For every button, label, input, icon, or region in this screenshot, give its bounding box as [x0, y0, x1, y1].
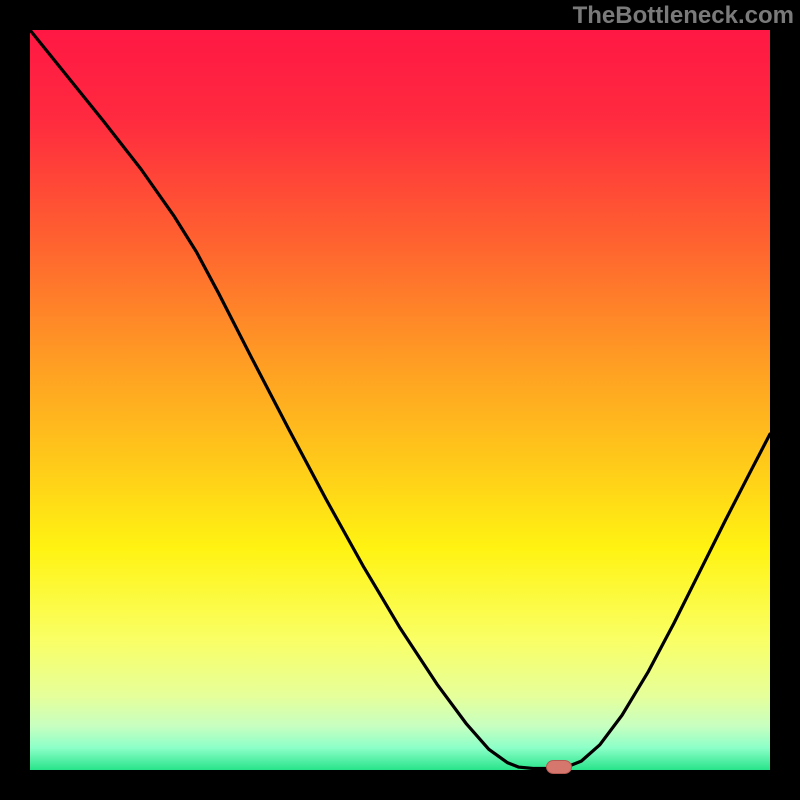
chart-stage: TheBottleneck.com — [0, 0, 800, 800]
optimal-marker-pill — [547, 761, 572, 774]
optimal-marker — [546, 760, 572, 774]
bottleneck-curve — [30, 30, 770, 770]
plot-area — [30, 30, 770, 770]
watermark-text: TheBottleneck.com — [573, 2, 794, 30]
curve-path — [30, 30, 770, 769]
